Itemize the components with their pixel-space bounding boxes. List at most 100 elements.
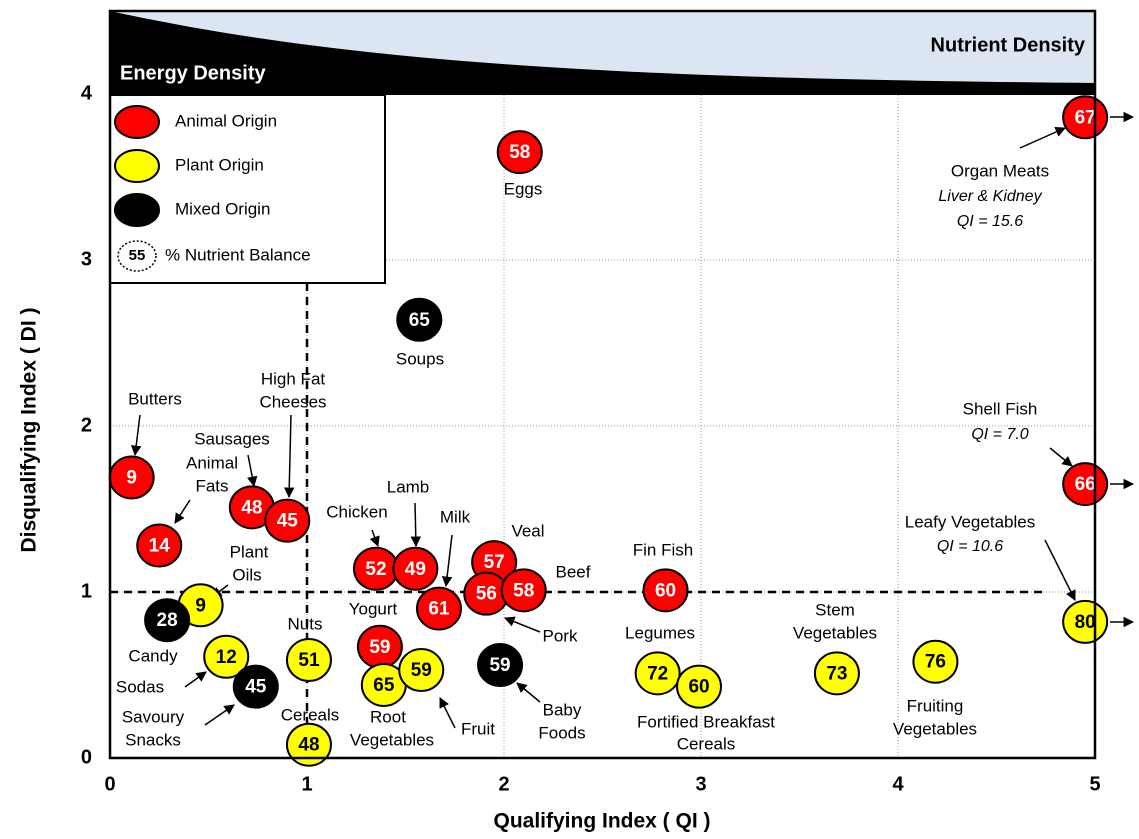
bubble-label: 59 — [411, 660, 432, 681]
bubble — [813, 651, 860, 696]
annotation: Veal — [511, 521, 544, 540]
annotation: Savoury — [122, 707, 185, 726]
annotation: Fin Fish — [633, 540, 693, 559]
bubble-label: 72 — [647, 663, 668, 684]
bubble-label: 14 — [149, 536, 171, 557]
annotation: Milk — [440, 507, 471, 526]
bubble — [500, 568, 547, 613]
bubble — [285, 722, 332, 767]
annotation: Plant — [230, 542, 269, 561]
annotation: Soups — [396, 349, 444, 368]
bubble — [912, 639, 959, 684]
bubble-label: 80 — [1075, 612, 1096, 633]
annotation: Candy — [128, 646, 178, 665]
band-label: Energy Density — [120, 62, 266, 84]
annotation: QI = 7.0 — [971, 426, 1028, 443]
annotation: Butters — [128, 389, 182, 408]
bubble-label: 56 — [476, 584, 497, 605]
bubble-label: 58 — [513, 580, 534, 601]
bubble-label: 59 — [489, 655, 510, 676]
annotation: Sodas — [116, 677, 164, 696]
bubble — [634, 651, 681, 696]
bubble-label: 49 — [405, 559, 426, 580]
annotation: Fruiting — [907, 696, 964, 715]
arrow — [247, 454, 258, 488]
bubble-label: 48 — [298, 735, 319, 756]
annotation: Fortified Breakfast — [637, 712, 775, 731]
bubble-label: 73 — [826, 663, 847, 684]
bubble — [144, 598, 191, 643]
arrow — [504, 616, 541, 633]
bubble-label: 51 — [298, 650, 320, 671]
y-tick-label: 2 — [81, 414, 92, 436]
annotation: Stem — [815, 600, 855, 619]
annotation: Chicken — [326, 502, 387, 521]
annotation: Oils — [232, 565, 261, 584]
annotation: Eggs — [504, 179, 543, 198]
annotation: Vegetables — [793, 623, 877, 642]
annotation: Nuts — [288, 614, 323, 633]
annotation: Baby — [543, 700, 582, 719]
arrow — [410, 502, 422, 548]
bubble-label: 65 — [409, 310, 431, 331]
bubble-label: 28 — [157, 610, 178, 631]
annotation: Pork — [543, 626, 578, 645]
annotation: Leafy Vegetables — [905, 512, 1035, 531]
bubble — [477, 643, 524, 688]
annotation: QI = 15.6 — [957, 213, 1023, 230]
bubble — [392, 546, 439, 591]
y-tick-label: 4 — [81, 82, 93, 104]
annotation: High Fat — [261, 369, 326, 388]
arrow — [441, 534, 453, 588]
bubble-label: 58 — [509, 142, 530, 163]
annotation: Legumes — [625, 623, 695, 642]
bubble-label: 66 — [1075, 474, 1096, 495]
arrow — [174, 499, 191, 524]
bubble — [415, 586, 462, 631]
bubble-label: 45 — [277, 511, 299, 532]
bubble — [136, 523, 183, 568]
bubble — [264, 498, 311, 543]
bubble-label: 9 — [126, 467, 137, 488]
arrow — [516, 682, 541, 703]
annotation: Cheeses — [259, 392, 326, 411]
annotation: QI = 10.6 — [937, 538, 1003, 555]
annotation: Beef — [556, 562, 591, 581]
annotation: Vegetables — [350, 730, 434, 749]
bubble-label: 60 — [688, 677, 709, 698]
annotation: Lamb — [387, 477, 430, 496]
arrow — [369, 529, 380, 547]
annotation: Fruit — [461, 719, 495, 738]
legend-swatch — [114, 149, 160, 183]
bubble-label: 9 — [195, 595, 206, 616]
bubble-label: 61 — [428, 599, 450, 620]
annotation: Snacks — [125, 730, 181, 749]
x-axis-title: Qualifying Index ( QI ) — [493, 810, 710, 833]
band-label: Nutrient Density — [931, 34, 1086, 56]
bubble-label: 65 — [373, 675, 395, 696]
legend-label: Animal Origin — [175, 111, 277, 130]
annotation: Shell Fish — [963, 399, 1038, 418]
y-tick-label: 0 — [81, 746, 92, 768]
bubble-label: 48 — [241, 497, 262, 518]
annotation: Cereals — [281, 705, 340, 724]
y-axis-title: Disqualifying Index ( DI ) — [18, 307, 41, 552]
bubble — [676, 664, 723, 709]
annotation: Foods — [538, 723, 585, 742]
arrow — [204, 704, 235, 726]
plot-border — [108, 9, 1097, 760]
bubble-label: 12 — [216, 647, 237, 668]
bubble-label: 59 — [369, 637, 390, 658]
bubble-label: 67 — [1075, 107, 1096, 128]
bubble — [285, 638, 332, 683]
x-tick-label: 0 — [104, 773, 115, 795]
legend-size-sample: 55 — [129, 247, 146, 264]
annotation: Sausages — [194, 429, 270, 448]
y-tick-label: 3 — [81, 248, 92, 270]
x-tick-label: 2 — [498, 773, 509, 795]
energy-band — [110, 11, 1095, 95]
annotation: Liver & Kidney — [938, 188, 1042, 205]
x-tick-label: 4 — [892, 773, 904, 795]
